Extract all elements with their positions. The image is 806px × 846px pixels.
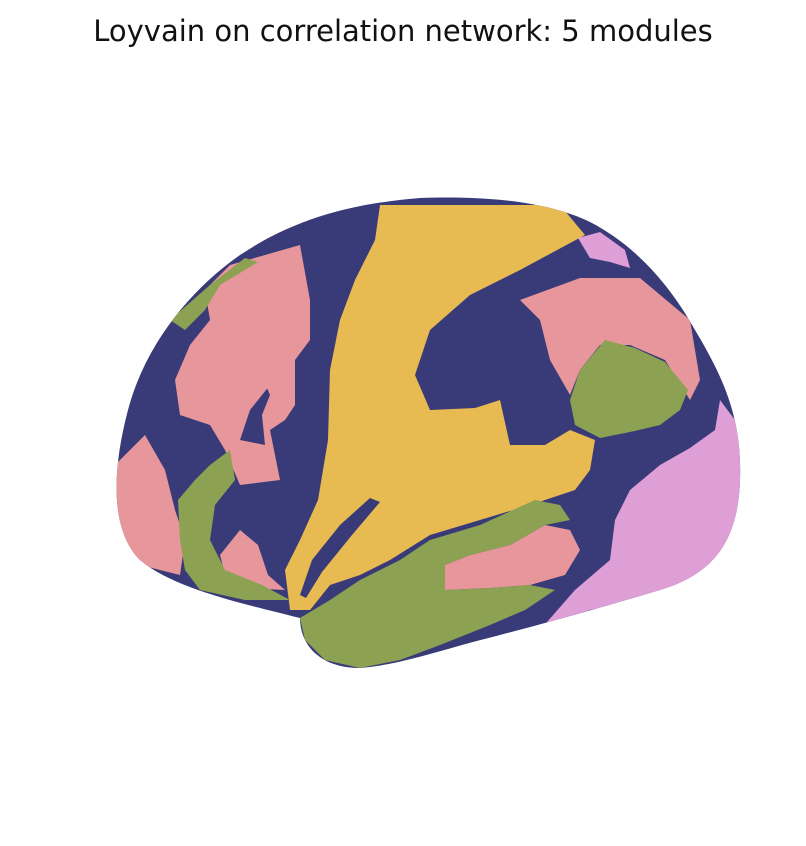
- module-3-region-temporal: [445, 525, 580, 590]
- module-3-region-parietal: [520, 278, 700, 400]
- module-5-region-occipital: [540, 400, 741, 630]
- module-4-region-superior-frontal: [170, 258, 258, 330]
- module-4-region-parietal: [570, 340, 688, 438]
- module-4-region-temporal: [300, 500, 570, 668]
- sulcus-sliver-yellow: [305, 490, 395, 595]
- figure-title: Loyvain on correlation network: 5 module…: [93, 14, 713, 48]
- module-4-region-inferior-frontal: [178, 450, 290, 600]
- sulcus-sliver-dark: [300, 498, 380, 598]
- module-5-region-superior-parietal: [578, 232, 630, 268]
- module-3-region-prefrontal: [116, 435, 185, 575]
- module-3-region-frontal: [175, 245, 310, 485]
